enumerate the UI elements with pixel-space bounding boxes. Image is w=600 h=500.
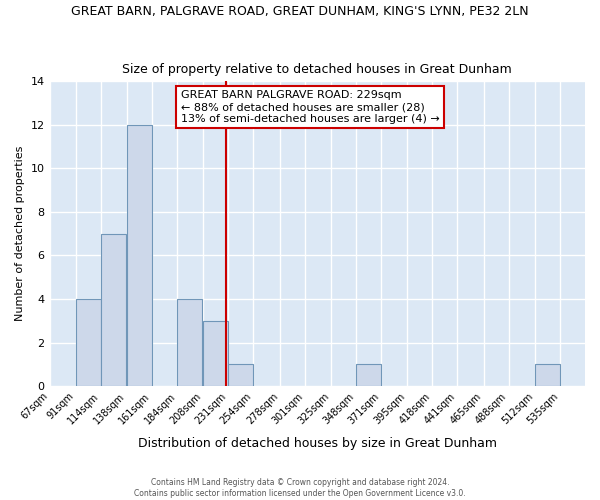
Bar [356, 364, 381, 386]
Bar [203, 321, 229, 386]
Bar [535, 364, 560, 386]
Bar [229, 364, 253, 386]
Text: GREAT BARN PALGRAVE ROAD: 229sqm
← 88% of detached houses are smaller (28)
13% o: GREAT BARN PALGRAVE ROAD: 229sqm ← 88% o… [181, 90, 439, 124]
Bar [76, 299, 101, 386]
Text: Contains HM Land Registry data © Crown copyright and database right 2024.
Contai: Contains HM Land Registry data © Crown c… [134, 478, 466, 498]
Text: GREAT BARN, PALGRAVE ROAD, GREAT DUNHAM, KING'S LYNN, PE32 2LN: GREAT BARN, PALGRAVE ROAD, GREAT DUNHAM,… [71, 5, 529, 18]
Bar [127, 125, 152, 386]
X-axis label: Distribution of detached houses by size in Great Dunham: Distribution of detached houses by size … [138, 437, 497, 450]
Bar [177, 299, 202, 386]
Bar [101, 234, 126, 386]
Title: Size of property relative to detached houses in Great Dunham: Size of property relative to detached ho… [122, 63, 512, 76]
Y-axis label: Number of detached properties: Number of detached properties [15, 146, 25, 322]
